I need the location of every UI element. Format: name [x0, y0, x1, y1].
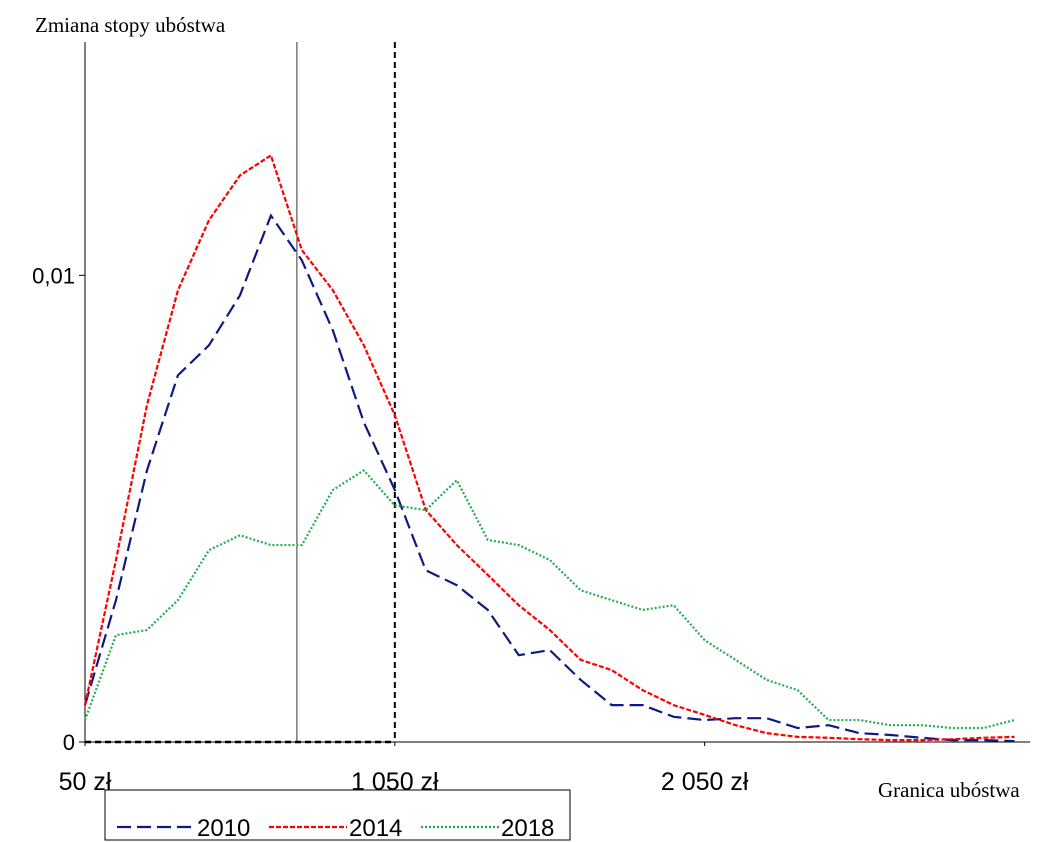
x-tick-label: 2 050 zł: [661, 768, 749, 796]
x-axis-label: Granica ubóstwa: [878, 778, 1020, 802]
x-tick-label: 1 050 zł: [351, 768, 439, 796]
y-axis-label: Zmiana stopy ubóstwa: [35, 13, 226, 37]
legend-label: 2014: [349, 815, 402, 842]
series-line: [83, 153, 1015, 742]
y-tick-label: 0: [63, 730, 75, 755]
series-line: [83, 468, 1015, 730]
series-line: [83, 213, 1015, 743]
legend-label: 2018: [501, 815, 554, 842]
legend-label: 2010: [197, 815, 250, 842]
y-tick-label: 0,01: [32, 263, 75, 288]
x-tick-label: 50 zł: [59, 768, 112, 796]
legend-box: [104, 789, 571, 841]
